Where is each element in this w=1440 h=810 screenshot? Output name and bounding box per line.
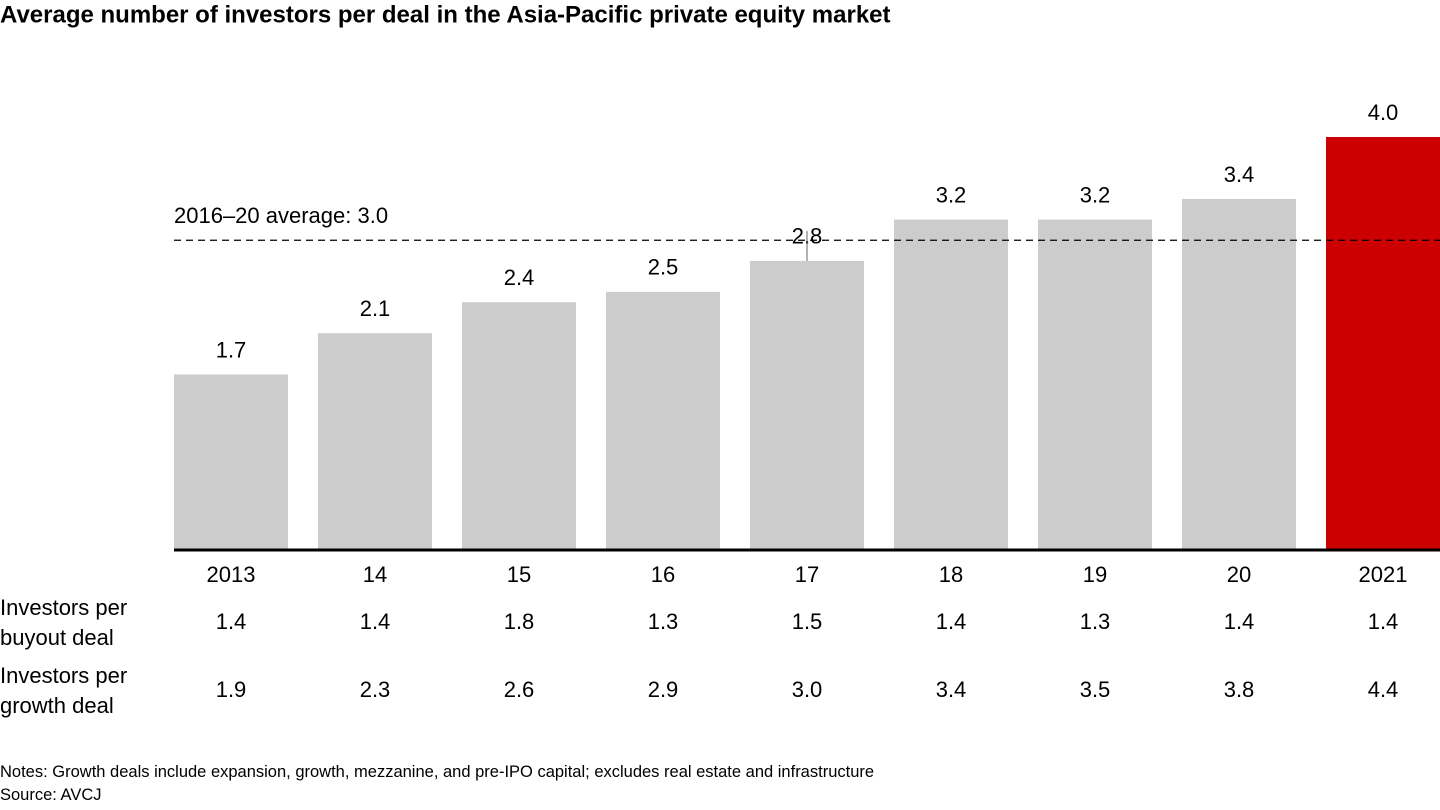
value-label: 2.5 [648, 255, 679, 280]
table-value: 1.4 [216, 609, 247, 634]
table-value: 1.4 [360, 609, 391, 634]
table-value: 3.0 [792, 677, 823, 702]
bar [606, 291, 720, 550]
bar [318, 333, 432, 550]
notes: Notes: Growth deals include expansion, g… [0, 763, 875, 781]
value-label: 3.4 [1224, 162, 1255, 187]
x-tick-label: 2021 [1359, 562, 1408, 587]
table-value: 1.4 [1368, 609, 1399, 634]
value-label: 1.7 [216, 337, 247, 362]
value-label: 4.0 [1368, 100, 1399, 125]
reference-label: 2016–20 average: 3.0 [174, 203, 388, 228]
table-value: 3.5 [1080, 677, 1111, 702]
bar [462, 302, 576, 550]
table-value: 4.4 [1368, 677, 1399, 702]
bar [750, 260, 864, 550]
bar [1326, 137, 1440, 550]
value-label: 3.2 [1080, 182, 1111, 207]
value-label: 3.2 [936, 182, 967, 207]
x-tick-label: 17 [795, 562, 819, 587]
x-tick-label: 18 [939, 562, 963, 587]
table-value: 1.3 [1080, 609, 1111, 634]
row-label: Investors per buyout deal [0, 595, 128, 650]
table-value: 1.4 [1224, 609, 1255, 634]
source: Source: AVCJ [0, 786, 102, 804]
table-value: 2.6 [504, 677, 535, 702]
x-tick-label: 2013 [207, 562, 256, 587]
bar [894, 219, 1008, 550]
x-tick-label: 16 [651, 562, 675, 587]
table-value: 2.9 [648, 677, 679, 702]
bar [174, 374, 288, 550]
table-value: 3.8 [1224, 677, 1255, 702]
table-value: 1.3 [648, 609, 679, 634]
table-value: 2.3 [360, 677, 391, 702]
table-value: 1.5 [792, 609, 823, 634]
x-tick-label: 19 [1083, 562, 1107, 587]
table-value: 1.8 [504, 609, 535, 634]
value-label: 2.1 [360, 296, 391, 321]
x-tick-label: 14 [363, 562, 387, 587]
row-label: Investors per growth deal [0, 663, 128, 718]
x-tick-label: 15 [507, 562, 531, 587]
table-value: 3.4 [936, 677, 967, 702]
table-value: 1.4 [936, 609, 967, 634]
x-tick-label: 20 [1227, 562, 1251, 587]
bar [1038, 219, 1152, 550]
table-value: 1.9 [216, 677, 247, 702]
value-label: 2.4 [504, 265, 535, 290]
chart-title: Average number of investors per deal in … [0, 1, 891, 28]
bar [1182, 198, 1296, 550]
